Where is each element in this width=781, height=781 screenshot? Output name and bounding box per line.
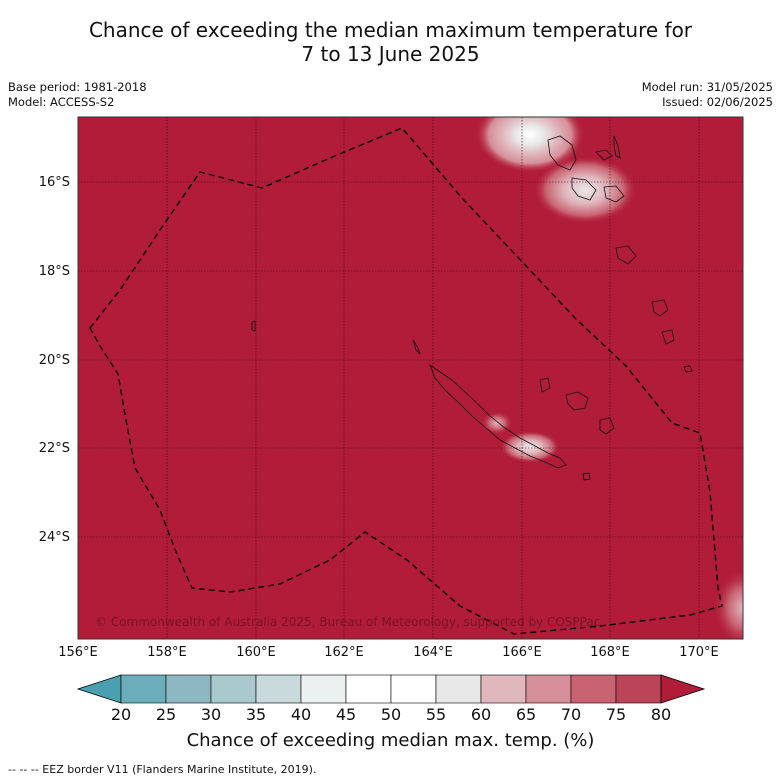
title-line-2: 7 to 13 June 2025	[301, 42, 480, 66]
island-mare	[599, 417, 615, 435]
island-aneityum	[661, 329, 675, 345]
island-vanuatu-maewo	[613, 135, 621, 159]
coastlines	[251, 135, 693, 481]
gridlines	[78, 117, 743, 639]
eez-footnote: -- -- -- EEZ border V11 (Flanders Marine…	[8, 763, 317, 776]
island-tanna	[651, 299, 669, 317]
map-background	[78, 117, 743, 639]
anomaly-shading	[475, 117, 743, 639]
island-tiga	[539, 377, 551, 393]
copyright-watermark: © Commonwealth of Australia 2025, Bureau…	[95, 615, 600, 629]
map-frame	[77, 116, 744, 640]
lat-label: 20°S	[38, 353, 70, 368]
lon-label: 156°E	[58, 645, 98, 660]
island-ouvea	[412, 339, 421, 355]
lon-label: 158°E	[147, 645, 187, 660]
island-small-1	[683, 365, 693, 373]
lat-label: 16°S	[38, 175, 70, 190]
colorbar-tick: 40	[290, 705, 312, 724]
island-small-2	[251, 320, 256, 332]
island-erromango	[615, 245, 637, 265]
island-vanuatu-malekula	[571, 177, 597, 201]
island-vanuatu-efate	[603, 185, 625, 203]
colorbar-tick: 30	[200, 705, 222, 724]
metadata-right: Model run: 31/05/2025 Issued: 02/06/2025	[642, 80, 773, 110]
new-caledonia-coast	[429, 363, 567, 469]
lon-label: 162°E	[324, 645, 364, 660]
colorbar-tick: 35	[245, 705, 267, 724]
colorbar-tick: 45	[335, 705, 357, 724]
colorbar-tick: 60	[470, 705, 492, 724]
lon-label: 160°E	[236, 645, 276, 660]
colorbar-tick: 80	[650, 705, 672, 724]
warm-anomaly-vanuatu-mid	[533, 156, 637, 224]
warm-anomaly-south-east	[713, 568, 743, 639]
colorbar-label: Chance of exceeding median max. temp. (%…	[186, 730, 595, 751]
warm-anomaly-new-caledonia-a	[481, 411, 513, 435]
island-vanuatu-north	[595, 149, 613, 161]
chart-title: Chance of exceeding the median maximum t…	[0, 18, 781, 66]
colorbar-tick: 55	[425, 705, 447, 724]
colorbar-tick: 65	[515, 705, 537, 724]
colorbar-tick: 75	[605, 705, 627, 724]
colorbar-tick: 20	[110, 705, 132, 724]
model-name: Model: ACCESS-S2	[8, 95, 115, 109]
lon-label: 166°E	[502, 645, 542, 660]
lat-label: 24°S	[38, 530, 70, 545]
colorbar-tick: 50	[380, 705, 402, 724]
island-isle-of-pines	[582, 472, 591, 481]
issued-date: Issued: 02/06/2025	[662, 95, 773, 109]
title-line-1: Chance of exceeding the median maximum t…	[88, 18, 693, 42]
colorbar-tick: 25	[155, 705, 177, 724]
warm-anomaly-vanuatu-north	[475, 117, 585, 173]
lat-label: 18°S	[38, 264, 70, 279]
eez-border	[89, 127, 723, 635]
colorbar-tick: 70	[560, 705, 582, 724]
warm-anomaly-new-caledonia-b	[500, 431, 560, 463]
base-period: Base period: 1981-2018	[8, 80, 147, 94]
island-lifou	[565, 391, 589, 411]
metadata-left: Base period: 1981-2018 Model: ACCESS-S2	[8, 80, 147, 110]
lat-label: 22°S	[38, 441, 70, 456]
lon-label: 168°E	[590, 645, 630, 660]
model-run: Model run: 31/05/2025	[641, 80, 773, 94]
lon-label: 170°E	[679, 645, 719, 660]
lon-label: 164°E	[413, 645, 453, 660]
island-vanuatu-espiritu	[547, 135, 577, 171]
